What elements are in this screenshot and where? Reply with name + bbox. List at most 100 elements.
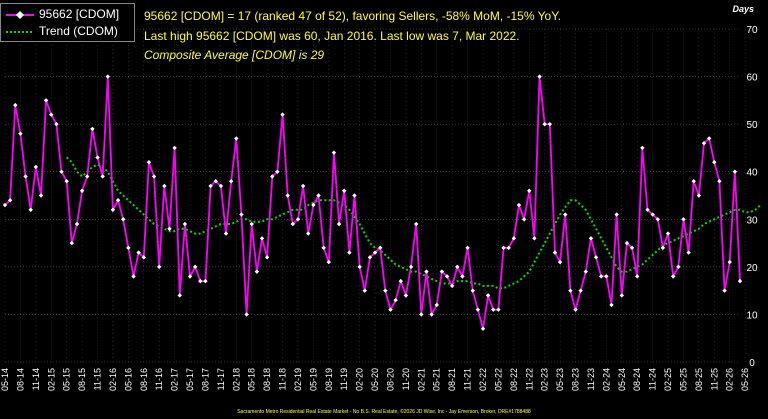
data-point [696, 193, 702, 198]
data-point [336, 221, 342, 227]
data-point [516, 202, 522, 208]
y-tick-label: 70 [746, 25, 758, 36]
data-point [485, 293, 491, 298]
data-point [403, 293, 409, 298]
data-point [7, 198, 13, 203]
data-point [501, 245, 506, 251]
data-point [424, 269, 429, 274]
data-point [372, 250, 378, 255]
data-point [234, 136, 239, 141]
data-point [326, 259, 332, 265]
data-point [90, 126, 95, 132]
x-tick-label: 08-20 [385, 368, 395, 391]
y-tick-label: 30 [746, 215, 758, 226]
data-point [393, 297, 398, 303]
data-point [177, 293, 182, 298]
data-point [270, 174, 275, 179]
data-point [578, 288, 583, 293]
data-point [192, 264, 198, 270]
data-point [259, 236, 265, 241]
data-point [732, 169, 738, 174]
data-point [496, 307, 501, 312]
legend-series-label: 95662 [CDOM] [39, 7, 120, 21]
data-point [54, 121, 59, 127]
data-point [172, 145, 177, 151]
x-tick-label: 05-25 [678, 368, 688, 391]
info-line-current: 95662 [CDOM] = 17 (ranked 47 of 52), fav… [144, 9, 561, 23]
trend-line [66, 156, 762, 290]
x-tick-label: 11-23 [586, 368, 596, 390]
data-point [449, 283, 455, 289]
data-point [275, 169, 280, 174]
data-point [532, 236, 537, 241]
data-point [552, 250, 558, 255]
x-tick-label: 05-19 [308, 368, 318, 391]
x-tick-label: 02-26 [725, 368, 735, 391]
x-tick-label: 11-18 [278, 368, 288, 390]
data-point [223, 231, 229, 236]
data-point [23, 174, 28, 179]
data-point [136, 250, 141, 255]
x-tick-label: 05-21 [432, 368, 442, 391]
data-point [69, 240, 75, 246]
data-point [311, 202, 316, 208]
y-tick-label: 0 [749, 358, 755, 369]
data-point [146, 160, 152, 165]
x-tick-label: 08-21 [447, 368, 457, 391]
x-tick-label: 11-21 [463, 368, 473, 390]
data-point [156, 264, 162, 270]
data-point [64, 179, 69, 184]
data-point [306, 231, 311, 236]
data-point [316, 193, 321, 198]
data-point [413, 221, 419, 227]
x-tick-label: 11-24 [648, 368, 658, 390]
x-tick-label: 05-18 [247, 368, 257, 391]
data-point [218, 183, 224, 189]
x-tick-label: 02-19 [293, 368, 303, 391]
data-point [521, 217, 527, 222]
data-point [49, 112, 54, 117]
data-point [342, 188, 347, 193]
data-point [28, 207, 33, 212]
x-tick-label: 05-17 [185, 368, 195, 391]
legend-trend-swatch [6, 31, 34, 33]
data-point [115, 198, 121, 203]
chart-footer-credit: Sacramento Metro Residential Real Estate… [237, 409, 531, 415]
x-tick-label: 02-23 [540, 368, 550, 391]
data-point [254, 269, 260, 274]
data-point [249, 221, 254, 227]
x-tick-label: 08-17 [200, 368, 210, 391]
chart-gridlines [4, 28, 746, 363]
data-point [537, 74, 542, 79]
x-tick-label: 08-18 [262, 368, 272, 391]
series-line [4, 76, 741, 329]
data-point [43, 98, 49, 103]
data-point [434, 302, 439, 308]
data-point [162, 183, 167, 189]
data-point [604, 274, 609, 279]
data-point [717, 179, 722, 184]
data-point [352, 193, 357, 198]
data-point [619, 293, 624, 298]
data-point [213, 179, 218, 184]
data-point [475, 307, 481, 312]
data-point [691, 179, 696, 184]
x-tick-label: 02-22 [478, 368, 488, 391]
y-axis-tick-labels: 0 10 20 30 40 50 60 70 [746, 25, 758, 369]
data-point [609, 302, 614, 308]
cdom-series [2, 74, 743, 331]
x-axis-tick-labels: 05-14 08-14 11-14 02-15 05-15 08-15 11-15 02-16… [0, 368, 750, 391]
data-point [33, 164, 39, 170]
data-point [18, 131, 23, 136]
data-point [264, 255, 270, 260]
data-point [722, 288, 727, 293]
x-tick-label: 05-24 [617, 368, 627, 391]
data-point [357, 264, 362, 270]
data-point [681, 217, 686, 222]
data-point [650, 212, 655, 217]
data-point [398, 278, 403, 284]
x-tick-label: 11-25 [709, 368, 719, 390]
data-point [465, 245, 470, 251]
data-point [383, 288, 388, 293]
y-tick-label: 60 [746, 73, 758, 84]
